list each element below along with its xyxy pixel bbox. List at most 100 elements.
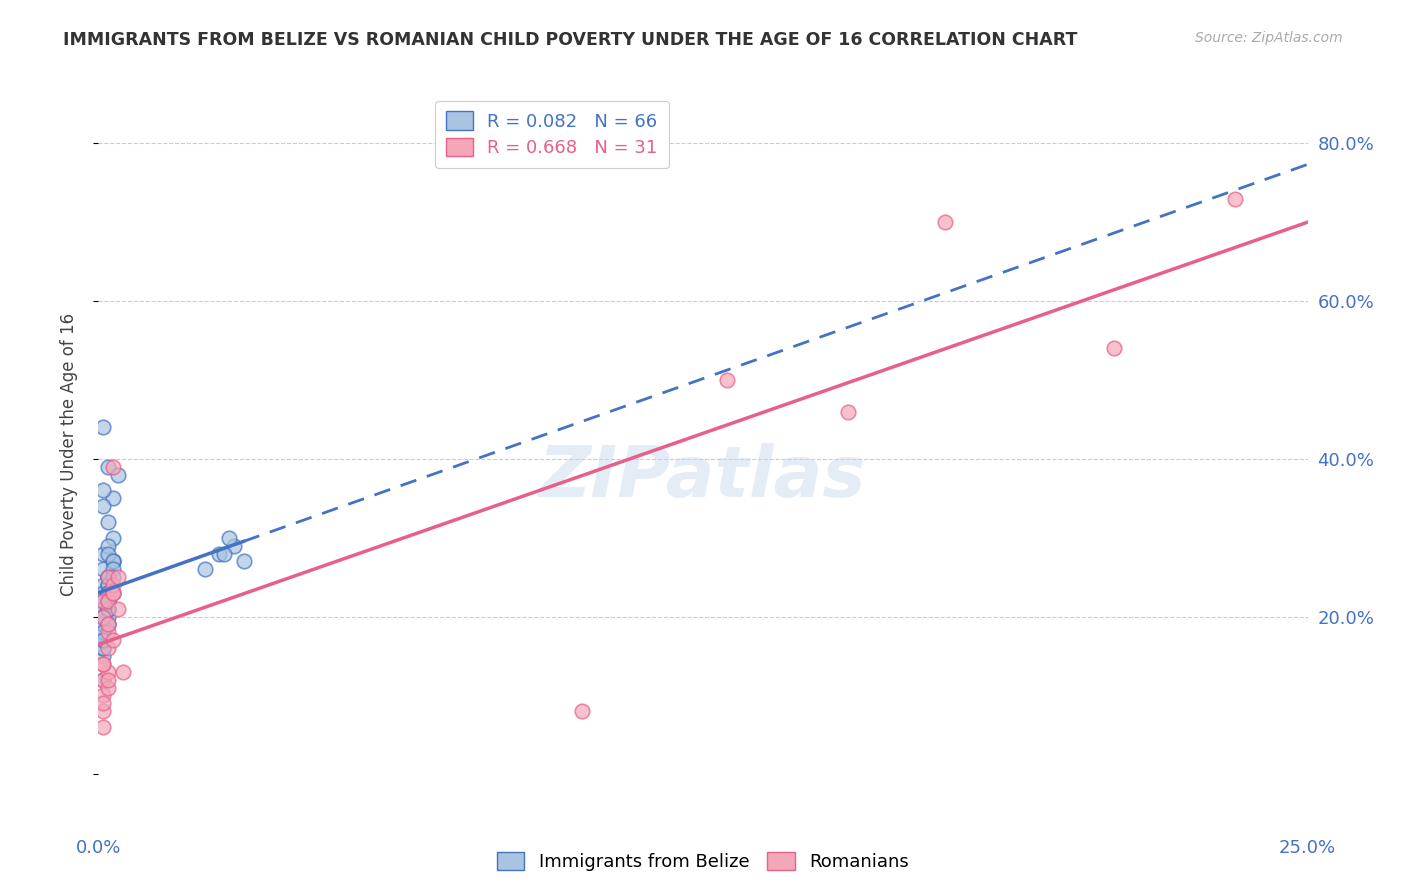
Point <box>91 641 114 656</box>
Point <box>91 617 114 632</box>
Point <box>97 681 120 695</box>
Point <box>91 673 114 687</box>
Point <box>97 625 120 640</box>
Point <box>91 641 114 656</box>
Point <box>212 547 235 561</box>
Point <box>97 539 120 553</box>
Point <box>91 704 114 718</box>
Point <box>101 633 124 648</box>
Point <box>111 665 134 679</box>
Point <box>97 570 120 584</box>
Point <box>91 633 114 648</box>
Point <box>97 673 120 687</box>
Point <box>97 594 120 608</box>
Point <box>91 617 114 632</box>
Point <box>91 483 114 498</box>
Point <box>97 594 120 608</box>
Point <box>91 673 114 687</box>
Point <box>194 562 217 576</box>
Point <box>208 547 231 561</box>
Point <box>91 657 114 671</box>
Point <box>934 215 956 229</box>
Point <box>97 594 120 608</box>
Text: Source: ZipAtlas.com: Source: ZipAtlas.com <box>1195 31 1343 45</box>
Point <box>91 594 114 608</box>
Point <box>97 459 120 474</box>
Point <box>101 586 124 600</box>
Point <box>97 609 120 624</box>
Point <box>91 578 114 592</box>
Point <box>97 594 120 608</box>
Point <box>101 554 124 568</box>
Text: IMMIGRANTS FROM BELIZE VS ROMANIAN CHILD POVERTY UNDER THE AGE OF 16 CORRELATION: IMMIGRANTS FROM BELIZE VS ROMANIAN CHILD… <box>63 31 1077 49</box>
Point <box>101 459 124 474</box>
Point <box>91 625 114 640</box>
Point <box>101 586 124 600</box>
Point <box>101 554 124 568</box>
Point <box>91 633 114 648</box>
Point <box>97 617 120 632</box>
Point <box>97 601 120 615</box>
Point <box>91 633 114 648</box>
Point <box>97 586 120 600</box>
Point <box>837 404 859 418</box>
Point <box>716 373 738 387</box>
Point <box>91 601 114 615</box>
Point <box>1223 192 1246 206</box>
Point <box>101 578 124 592</box>
Point <box>101 531 124 545</box>
Point <box>91 601 114 615</box>
Point <box>107 601 129 615</box>
Point <box>91 420 114 434</box>
Point <box>91 499 114 513</box>
Point <box>97 578 120 592</box>
Point <box>91 633 114 648</box>
Legend: R = 0.082   N = 66, R = 0.668   N = 31: R = 0.082 N = 66, R = 0.668 N = 31 <box>434 101 669 168</box>
Point <box>91 697 114 711</box>
Point <box>97 586 120 600</box>
Point <box>91 720 114 734</box>
Point <box>91 648 114 663</box>
Point <box>91 547 114 561</box>
Point <box>97 578 120 592</box>
Point <box>101 491 124 506</box>
Point <box>97 601 120 615</box>
Point <box>97 594 120 608</box>
Point <box>222 539 245 553</box>
Point <box>97 570 120 584</box>
Point <box>97 570 120 584</box>
Point <box>91 625 114 640</box>
Point <box>91 609 114 624</box>
Point <box>97 570 120 584</box>
Point <box>97 547 120 561</box>
Point <box>91 562 114 576</box>
Point <box>91 689 114 703</box>
Point <box>91 609 114 624</box>
Y-axis label: Child Poverty Under the Age of 16: Child Poverty Under the Age of 16 <box>59 313 77 597</box>
Text: ZIPatlas: ZIPatlas <box>540 443 866 512</box>
Point <box>97 665 120 679</box>
Point <box>97 617 120 632</box>
Point <box>91 609 114 624</box>
Point <box>101 586 124 600</box>
Point <box>218 531 240 545</box>
Point <box>97 601 120 615</box>
Point <box>107 467 129 482</box>
Point <box>91 641 114 656</box>
Point <box>101 562 124 576</box>
Point <box>91 586 114 600</box>
Point <box>97 594 120 608</box>
Point <box>232 554 254 568</box>
Point <box>91 657 114 671</box>
Point <box>571 704 593 718</box>
Point <box>101 570 124 584</box>
Point <box>97 641 120 656</box>
Point <box>97 586 120 600</box>
Point <box>91 609 114 624</box>
Point <box>97 617 120 632</box>
Point <box>91 594 114 608</box>
Point <box>101 554 124 568</box>
Point <box>97 515 120 529</box>
Legend: Immigrants from Belize, Romanians: Immigrants from Belize, Romanians <box>491 845 915 879</box>
Point <box>97 601 120 615</box>
